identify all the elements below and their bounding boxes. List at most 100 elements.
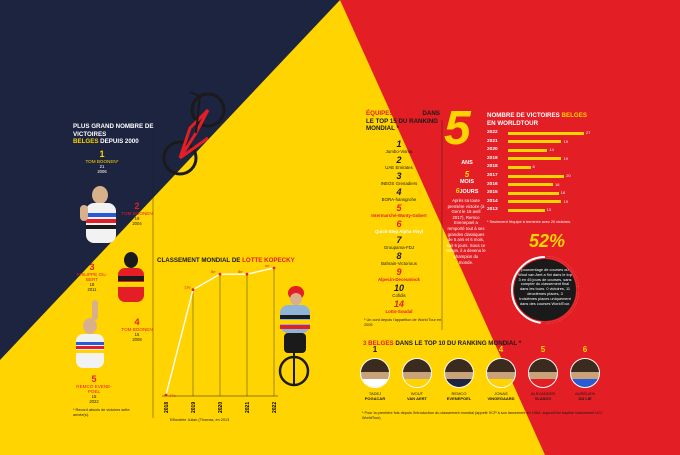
team-name: Jumbo-Visma xyxy=(385,149,413,154)
worldtour-year: 2021 xyxy=(487,138,498,144)
victory-year: 2022 xyxy=(89,399,99,405)
rider-portrait-jersey xyxy=(403,378,431,387)
worldtour-title-end: EN WORLDTOUR xyxy=(487,119,539,127)
five-ans-label: ANS xyxy=(461,160,473,166)
team-name: UAE Emirates xyxy=(385,165,413,170)
five-jours-label: JOURS xyxy=(459,189,479,195)
victory-rider-name: REMCO EVENE-POEL xyxy=(76,384,112,395)
victory-year: 2006 xyxy=(97,169,107,175)
victory-rank-number: 3 xyxy=(89,262,95,272)
five-jours-number: 6 xyxy=(455,188,460,195)
chart-data-label: 8e xyxy=(238,269,243,274)
top10-rider-name: JONAS VINGEGAARD xyxy=(483,391,519,402)
rider-portrait xyxy=(360,358,390,388)
rider-first-name: ALEXANDER xyxy=(530,391,556,396)
teams-title-text: DANS LE TOP 15 DU RANKING MONDIAL * xyxy=(366,110,440,132)
worldtour-value: 19 xyxy=(563,198,568,204)
team-name: BORA-hansgrohe xyxy=(381,197,417,202)
team-name: Groupama-FDJ xyxy=(383,245,415,250)
worldtour-year: 2022 xyxy=(487,130,498,135)
rider-portrait xyxy=(570,358,600,388)
chart-year-label: 2021 xyxy=(245,402,251,413)
worldtour-year: 2018 xyxy=(487,164,498,170)
worldtour-bar xyxy=(508,140,562,144)
victory-rank-1: 1 TOM BOONEN* 21 2006 xyxy=(82,150,122,175)
rider-first-name: TADEJ xyxy=(368,391,382,396)
worldtour-bar-row: 2015 18 xyxy=(487,190,597,196)
worldtour-year: 2019 xyxy=(487,155,498,161)
worldtour-bar-row: 2021 19 xyxy=(487,139,597,145)
team-name: Intermarché-Wanty-Gobert xyxy=(371,213,427,218)
chart-point xyxy=(272,266,276,270)
worldtour-bar-row: 2018 8 xyxy=(487,164,597,170)
team-name: Bahrain-Victorious xyxy=(381,261,417,266)
teams-footnote: * Un cord depuis l'apparition de World T… xyxy=(364,318,442,327)
five-big-number: 5 xyxy=(444,102,471,155)
victory-year: 2004 xyxy=(132,221,142,227)
top10-rider-name: TADEJ POGACAR xyxy=(357,391,393,402)
team-row: 4 BORA-hansgrohe xyxy=(364,188,434,203)
victory-rank-5: 5 REMCO EVENE-POEL 15 2022 xyxy=(74,375,114,405)
worldtour-value: 13 xyxy=(546,207,552,213)
rider-portrait-jersey xyxy=(445,378,473,387)
top10-rank: 3 xyxy=(456,345,462,354)
worldtour-bar xyxy=(508,191,559,195)
top10-rank: 6 xyxy=(582,345,588,354)
worldtour-value: 27 xyxy=(586,130,591,135)
victory-count: 15 xyxy=(134,332,140,338)
team-row: 5 Intermarché-Wanty-Gobert xyxy=(364,203,434,219)
rider-last-name: EVENEPOEL xyxy=(446,395,472,401)
worldtour-bar-chart: 2022 27 2021 19 2020 14 2019 19 2018 8 2017 20 2016 1… xyxy=(487,130,597,220)
worldtour-value: 20 xyxy=(566,173,571,178)
team-name: Cofidis xyxy=(392,293,406,298)
rider-portrait-hair xyxy=(487,359,515,372)
victory-rider-name: TOM BOONEN xyxy=(121,327,153,332)
team-name: Lotto-Soudal xyxy=(385,309,413,314)
team-rank: 6 xyxy=(396,219,402,229)
worldtour-value: 16 xyxy=(555,181,560,187)
percent-value: 52% xyxy=(528,231,566,251)
top10-rider-name: WOUT VAN AERT xyxy=(399,391,435,402)
team-rank: 5 xyxy=(396,203,402,213)
top10-title-accent: 3 BELGES xyxy=(363,340,394,347)
worldtour-bar-row: 2022 27 xyxy=(487,130,597,136)
team-row: 7 Groupama-FDJ xyxy=(364,235,434,251)
team-rank: 10 xyxy=(393,283,404,293)
team-rank: 7 xyxy=(396,235,402,245)
percent-ring-arc xyxy=(511,256,579,324)
team-name: INEOS Grenadiers xyxy=(380,181,418,186)
worldtour-year: 2015 xyxy=(487,190,498,196)
team-rank: 1 xyxy=(396,139,402,149)
rider-portrait-hair xyxy=(529,359,557,372)
team-rank: 14 xyxy=(393,299,404,309)
teams-title: ÉQUIPES BELGES DANS LE TOP 15 DU RANKING… xyxy=(366,110,446,133)
victories-title: PLUS GRAND NOMBRE DE VICTOIRES BELGES DE… xyxy=(73,123,163,146)
top10-rank: 2 xyxy=(414,345,420,354)
percent-description: pourcentage de courses où Wout van Aert … xyxy=(518,267,572,306)
worldtour-year: 2016 xyxy=(487,181,498,187)
top10-rank: 1 xyxy=(372,345,378,354)
victory-count: 21 xyxy=(99,164,105,170)
team-name: Alpecin-Deceuninck xyxy=(378,277,420,282)
worldtour-bar xyxy=(508,200,562,204)
rider-last-name: VLASOV xyxy=(534,395,552,401)
top10-footnote: * Pour la première fois depuis l'introdu… xyxy=(362,411,602,420)
worldtour-value: 8 xyxy=(532,164,535,170)
victories-title-accent: BELGES xyxy=(73,138,99,145)
victory-rider-name: TOM BOONEN* xyxy=(85,159,119,164)
victory-rider-name: PHILIPPE GIL-BERT xyxy=(76,272,108,283)
rider-portrait-hair xyxy=(361,359,389,372)
worldtour-title: NOMBRE DE VICTOIRES BELGES EN WORLDTOUR xyxy=(487,112,587,127)
top10-rider-name: AURÉLIEN DU LIE xyxy=(567,391,603,402)
worldtour-bar xyxy=(508,131,584,135)
worldtour-year: 2017 xyxy=(487,173,498,178)
team-row: 3 INEOS Grenadiers xyxy=(364,172,434,187)
top10-rider-name: ALEXANDER VLASOV xyxy=(525,391,561,402)
chart-year-label: 2022 xyxy=(272,402,278,413)
rider-portrait-hair xyxy=(403,359,431,372)
worldtour-title-accent: BELGES xyxy=(561,112,587,119)
team-row: 8 Bahrain-Victorious xyxy=(364,252,434,267)
victory-count: 18 xyxy=(89,282,95,288)
victory-year: 2011 xyxy=(87,287,97,293)
